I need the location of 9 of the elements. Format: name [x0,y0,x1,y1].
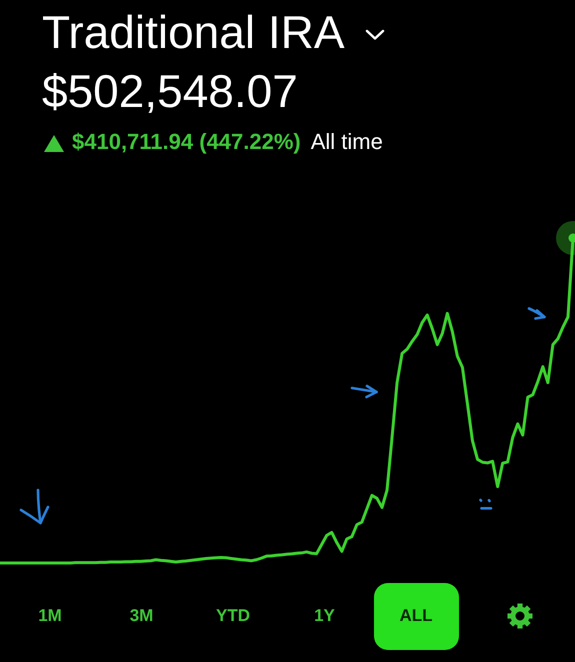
text: $410,711.94 (447.22%) [72,129,301,154]
text: 1Y [314,606,335,625]
chart-subtitle: $502,548.07 [42,65,298,117]
chart-title: Traditional IRA [42,6,345,58]
text: 1M [38,606,62,625]
text: ALL [399,606,433,625]
text: YTD [216,606,250,625]
text: All time [310,129,383,154]
text: 3M [130,606,154,625]
